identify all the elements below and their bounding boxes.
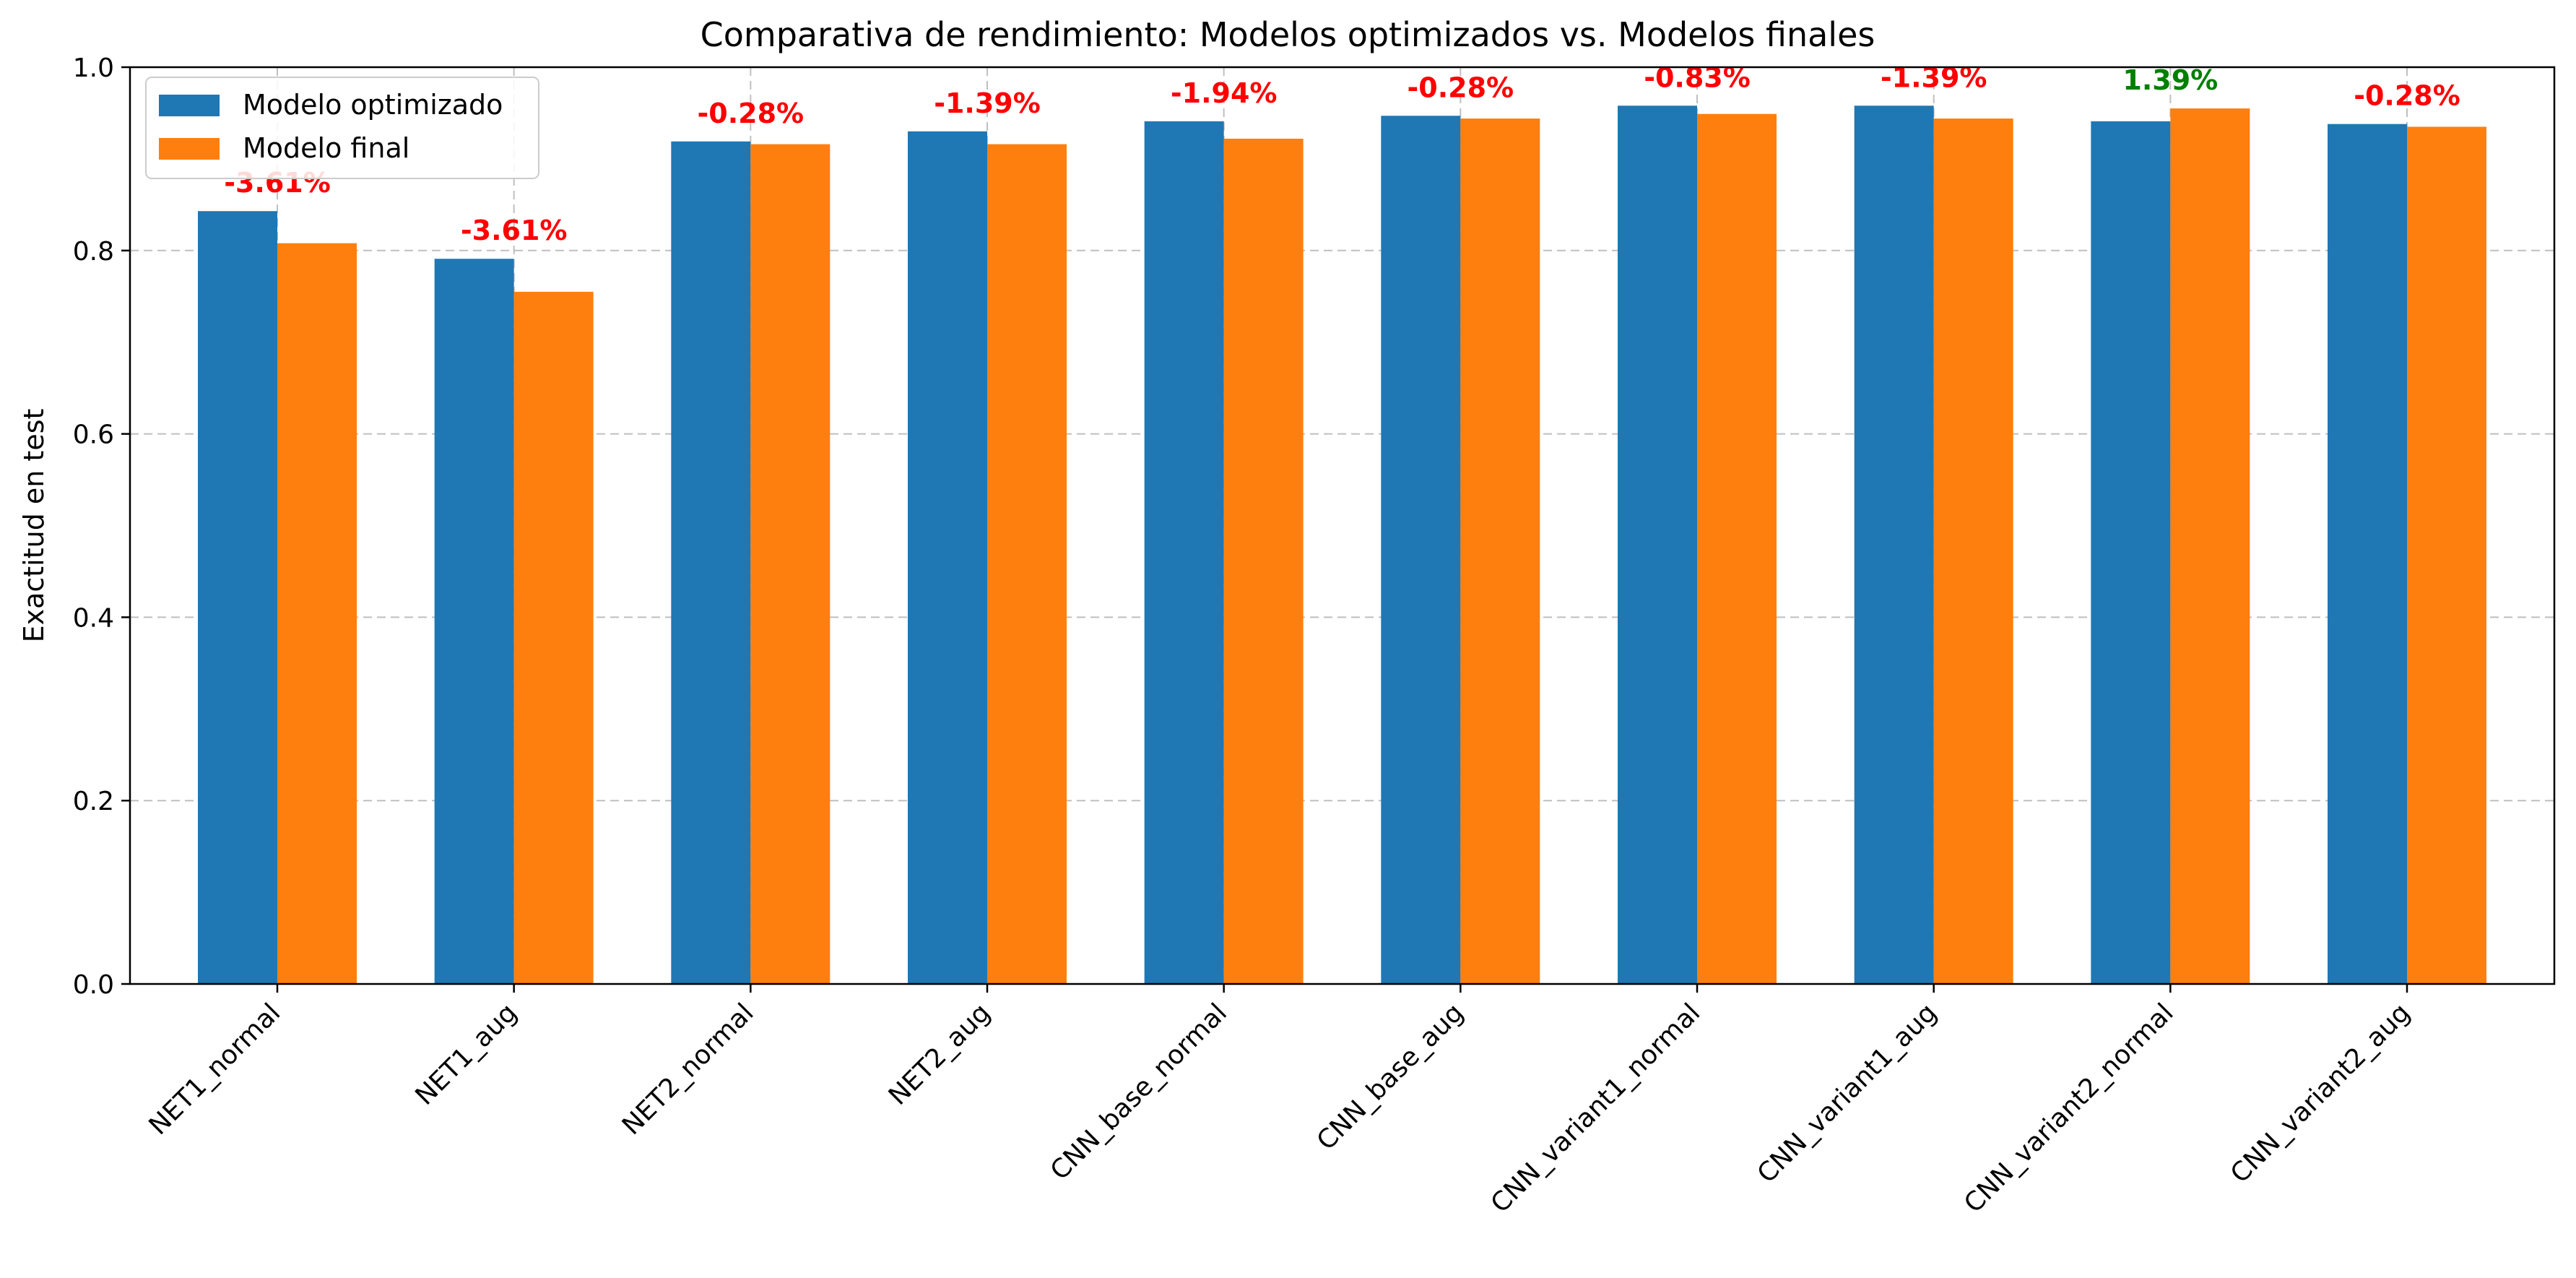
bar-annotation: -0.28% <box>1408 72 1514 103</box>
bar-optimizado-NET1_aug <box>434 259 514 984</box>
bar-optimizado-CNN_base_aug <box>1381 116 1461 985</box>
x-tick-label: NET1_aug <box>410 998 523 1110</box>
bar-annotation: -3.61% <box>461 215 568 246</box>
x-tick-label: CNN_variant2_aug <box>2225 998 2416 1188</box>
bar-final-CNN_variant1_normal <box>1697 113 1777 984</box>
bar-final-NET2_normal <box>750 144 831 985</box>
x-tick-label: NET2_aug <box>883 998 996 1110</box>
bar-final-CNN_variant2_normal <box>2170 108 2250 985</box>
legend-label: Modelo optimizado <box>243 89 503 121</box>
bar-optimizado-NET2_aug <box>908 131 987 985</box>
bars <box>198 105 2486 985</box>
bar-optimizado-NET2_normal <box>671 141 751 984</box>
legend-swatch <box>159 138 220 160</box>
bar-optimizado-CNN_variant1_aug <box>1854 105 1934 985</box>
legend-box <box>145 77 539 179</box>
bar-annotation: -0.28% <box>698 98 805 129</box>
y-tick-label: 1.0 <box>73 53 114 83</box>
y-tick-label: 0.2 <box>73 787 114 816</box>
x-tick-label: CNN_variant2_normal <box>1959 998 2180 1219</box>
bar-optimizado-CNN_variant2_normal <box>2091 121 2171 985</box>
x-tick-label: CNN_base_normal <box>1045 998 1233 1186</box>
bar-final-NET2_aug <box>987 144 1067 985</box>
chart-title: Comparativa de rendimiento: Modelos opti… <box>701 15 1875 54</box>
bar-final-CNN_base_normal <box>1223 138 1304 985</box>
y-axis-label: Exactitud en test <box>18 409 50 643</box>
y-tick-label: 0.8 <box>73 237 114 267</box>
bar-optimizado-CNN_variant2_aug <box>2328 124 2407 985</box>
bar-annotation: -1.39% <box>934 87 1041 119</box>
x-tick-label: CNN_variant1_aug <box>1752 998 1943 1188</box>
bar-final-CNN_base_aug <box>1460 118 1540 985</box>
plot-frame <box>129 66 2556 985</box>
x-tick-label: NET2_normal <box>617 998 760 1141</box>
legend: Modelo optimizado Modelo final <box>145 77 539 179</box>
legend-label: Modelo final <box>243 132 409 164</box>
bar-optimizado-CNN_base_normal <box>1144 121 1224 985</box>
bar-optimizado-CNN_variant1_normal <box>1618 105 1697 985</box>
bar-final-NET1_normal <box>277 243 357 985</box>
x-tick-label: CNN_variant1_normal <box>1486 998 1707 1219</box>
y-tick-label: 0.6 <box>73 420 114 450</box>
bar-optimizado-NET1_normal <box>198 211 277 984</box>
bar-final-NET1_aug <box>513 291 594 984</box>
y-axis: 0.0 0.2 0.4 0.6 0.8 1.0 <box>73 53 130 1000</box>
x-tick-label: CNN_base_aug <box>1311 998 1470 1156</box>
bar-annotation: 1.39% <box>2122 64 2218 96</box>
bar-final-CNN_variant2_aug <box>2407 126 2486 985</box>
bar-annotation: -1.94% <box>1171 77 1278 109</box>
bar-annotation: -0.28% <box>2354 80 2460 112</box>
bar-final-CNN_variant1_aug <box>1933 118 2013 985</box>
y-tick-label: 0.4 <box>73 603 114 633</box>
legend-swatch <box>159 95 220 116</box>
x-axis: NET1_normal NET1_aug NET2_normal NET2_aug CN… <box>144 984 2416 1219</box>
x-tick-label: NET1_normal <box>144 998 287 1141</box>
y-tick-label: 0.0 <box>73 970 114 1000</box>
